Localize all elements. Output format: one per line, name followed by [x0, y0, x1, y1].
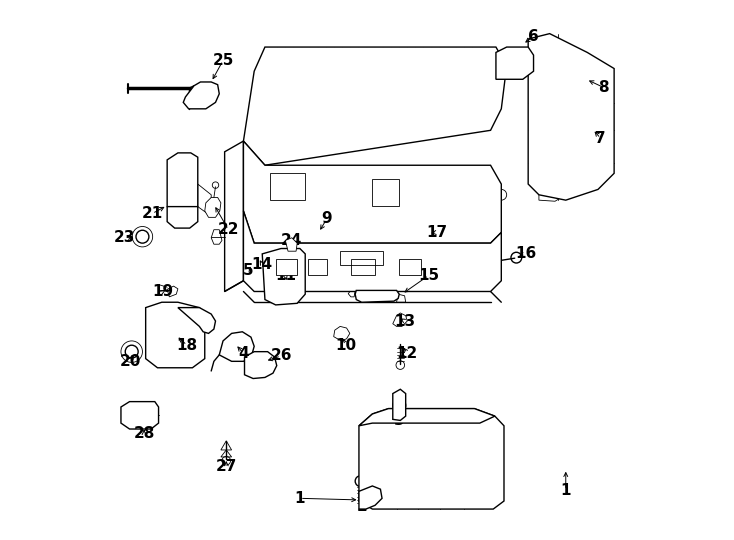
- Text: 25: 25: [212, 53, 233, 68]
- Polygon shape: [244, 47, 506, 165]
- Polygon shape: [528, 33, 614, 200]
- Text: 17: 17: [426, 225, 448, 240]
- Polygon shape: [211, 230, 222, 244]
- Text: 1: 1: [561, 483, 571, 498]
- Polygon shape: [244, 211, 501, 292]
- Polygon shape: [372, 179, 399, 206]
- Polygon shape: [167, 153, 197, 212]
- Polygon shape: [184, 82, 219, 109]
- Text: 3: 3: [394, 413, 404, 428]
- Text: 14: 14: [252, 257, 273, 272]
- Polygon shape: [286, 238, 297, 251]
- Polygon shape: [262, 248, 305, 305]
- Polygon shape: [270, 173, 305, 200]
- Polygon shape: [359, 409, 495, 426]
- Polygon shape: [355, 291, 399, 302]
- Text: 18: 18: [176, 338, 197, 353]
- Text: 26: 26: [270, 348, 292, 363]
- Text: 19: 19: [152, 284, 173, 299]
- Polygon shape: [539, 184, 566, 201]
- Polygon shape: [167, 286, 178, 297]
- Polygon shape: [351, 259, 375, 275]
- Polygon shape: [308, 259, 327, 275]
- Text: 11: 11: [275, 268, 296, 283]
- Polygon shape: [399, 259, 421, 275]
- Text: 12: 12: [396, 346, 418, 361]
- Text: 24: 24: [281, 233, 302, 248]
- Text: 5: 5: [242, 262, 253, 278]
- Text: 15: 15: [418, 268, 440, 283]
- Polygon shape: [359, 486, 382, 509]
- Polygon shape: [496, 47, 534, 79]
- Text: 21: 21: [142, 206, 163, 221]
- Polygon shape: [205, 198, 221, 218]
- Polygon shape: [244, 352, 277, 379]
- Text: 6: 6: [528, 29, 539, 44]
- Text: 27: 27: [216, 458, 237, 474]
- Polygon shape: [248, 265, 258, 274]
- Text: 2: 2: [356, 499, 367, 514]
- Polygon shape: [393, 313, 407, 326]
- Polygon shape: [225, 141, 244, 292]
- Text: 22: 22: [218, 222, 239, 237]
- Polygon shape: [167, 207, 197, 228]
- Text: 20: 20: [120, 354, 142, 369]
- Text: 1: 1: [294, 491, 305, 506]
- Polygon shape: [334, 326, 350, 341]
- Text: 28: 28: [134, 427, 155, 441]
- Polygon shape: [219, 332, 254, 361]
- Text: 13: 13: [394, 314, 415, 328]
- Polygon shape: [359, 409, 504, 509]
- Polygon shape: [276, 259, 297, 275]
- Polygon shape: [253, 253, 263, 262]
- Text: 10: 10: [335, 338, 356, 353]
- Polygon shape: [244, 141, 501, 243]
- Text: 23: 23: [114, 230, 135, 245]
- Text: 8: 8: [598, 80, 608, 95]
- Text: 16: 16: [515, 246, 536, 261]
- Polygon shape: [178, 308, 216, 333]
- Text: 4: 4: [238, 346, 249, 361]
- Polygon shape: [121, 402, 159, 429]
- Polygon shape: [393, 389, 406, 421]
- Polygon shape: [145, 302, 205, 368]
- Text: 9: 9: [321, 212, 332, 226]
- Text: 7: 7: [595, 131, 606, 146]
